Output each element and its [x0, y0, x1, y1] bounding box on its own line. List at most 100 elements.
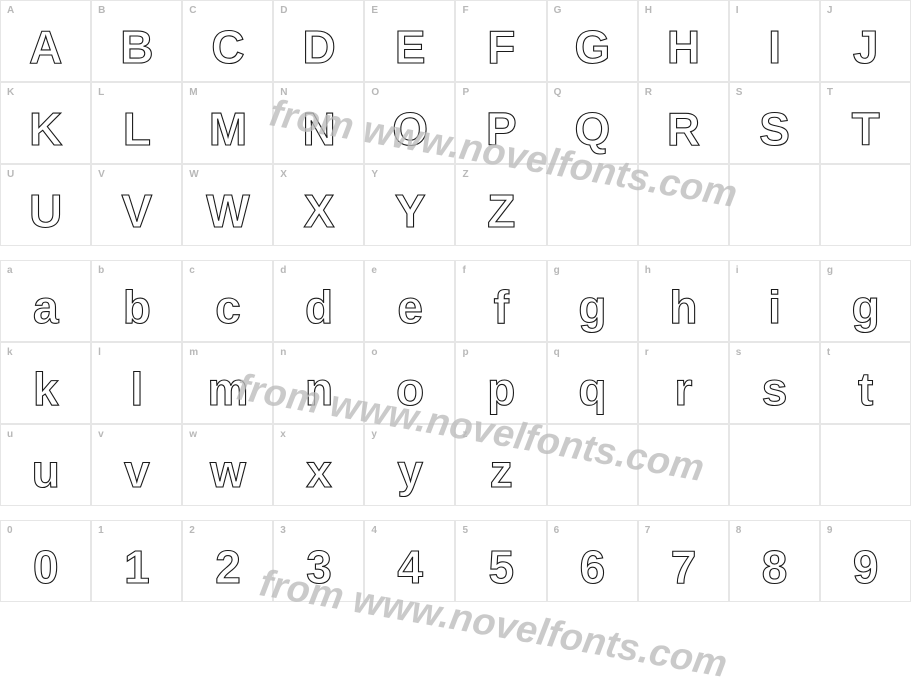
glyph-display: R [667, 106, 700, 152]
glyph-display: s [762, 366, 787, 412]
glyph-cell: CC [182, 0, 273, 82]
glyph-display: l [131, 366, 143, 412]
font-character-chart: AABBCCDDEEFFGGHHIIJJKKLLMMNNOOPPQQRRSSTT… [0, 0, 911, 602]
glyph-cell: ZZ [455, 164, 546, 246]
key-label: p [462, 347, 468, 358]
key-label: K [7, 87, 14, 98]
key-label: q [554, 347, 560, 358]
glyph-display: U [29, 188, 62, 234]
glyph-row: aabbccddeeffgghhiigg [0, 260, 911, 342]
glyph-cell: 11 [91, 520, 182, 602]
key-label: 4 [371, 525, 377, 536]
key-label: H [645, 5, 652, 16]
glyph-cell: EE [364, 0, 455, 82]
key-label: z [462, 429, 467, 440]
row-spacer [0, 246, 911, 260]
key-label: E [371, 5, 378, 16]
key-label: I [736, 5, 739, 16]
glyph-cell: zz [455, 424, 546, 506]
glyph-cell: SS [729, 82, 820, 164]
glyph-cell: uu [0, 424, 91, 506]
glyph-display: 0 [33, 544, 58, 590]
glyph-cell-empty [820, 424, 911, 506]
glyph-display: 7 [671, 544, 696, 590]
glyph-cell: cc [182, 260, 273, 342]
key-label: 3 [280, 525, 286, 536]
glyph-cell: oo [364, 342, 455, 424]
glyph-display: 5 [488, 544, 513, 590]
key-label: r [645, 347, 649, 358]
glyph-display: o [396, 366, 424, 412]
glyph-display: X [304, 188, 334, 234]
key-label: v [98, 429, 104, 440]
glyph-cell: 33 [273, 520, 364, 602]
glyph-display: Z [487, 188, 515, 234]
glyph-cell: bb [91, 260, 182, 342]
glyph-display: 8 [762, 544, 787, 590]
glyph-cell-empty [729, 164, 820, 246]
glyph-display: d [305, 284, 333, 330]
glyph-cell: XX [273, 164, 364, 246]
glyph-cell: gg [547, 260, 638, 342]
glyph-display: Q [575, 106, 610, 152]
glyph-display: M [209, 106, 247, 152]
key-label: g [827, 265, 833, 276]
key-label: 8 [736, 525, 742, 536]
glyph-display: a [33, 284, 58, 330]
key-label: O [371, 87, 379, 98]
glyph-cell-empty [638, 164, 729, 246]
glyph-row: UUVVWWXXYYZZ [0, 164, 911, 246]
glyph-cell: ii [729, 260, 820, 342]
glyph-row: AABBCCDDEEFFGGHHIIJJ [0, 0, 911, 82]
key-label: B [98, 5, 105, 16]
glyph-cell: ww [182, 424, 273, 506]
glyph-cell: rr [638, 342, 729, 424]
glyph-cell: ss [729, 342, 820, 424]
key-label: 9 [827, 525, 833, 536]
glyph-display: C [211, 24, 244, 70]
glyph-display: u [32, 448, 60, 494]
glyph-display: V [122, 188, 152, 234]
glyph-display: e [397, 284, 422, 330]
key-label: X [280, 169, 287, 180]
key-label: u [7, 429, 13, 440]
glyph-display: g [578, 284, 606, 330]
glyph-cell: dd [273, 260, 364, 342]
key-label: a [7, 265, 13, 276]
key-label: P [462, 87, 469, 98]
glyph-cell: TT [820, 82, 911, 164]
glyph-cell: nn [273, 342, 364, 424]
glyph-display: f [494, 284, 509, 330]
key-label: Z [462, 169, 468, 180]
glyph-display: z [490, 448, 513, 494]
glyph-display: O [392, 106, 427, 152]
key-label: T [827, 87, 833, 98]
glyph-cell-empty [820, 164, 911, 246]
glyph-display: c [215, 284, 240, 330]
glyph-cell: NN [273, 82, 364, 164]
key-label: s [736, 347, 742, 358]
key-label: R [645, 87, 652, 98]
key-label: t [827, 347, 830, 358]
glyph-display: 1 [124, 544, 149, 590]
glyph-cell: FF [455, 0, 546, 82]
glyph-display: h [669, 284, 697, 330]
key-label: c [189, 265, 195, 276]
key-label: 0 [7, 525, 13, 536]
glyph-display: D [302, 24, 335, 70]
glyph-display: v [124, 448, 149, 494]
glyph-display: E [395, 24, 425, 70]
glyph-display: n [305, 366, 333, 412]
key-label: 7 [645, 525, 651, 536]
glyph-display: W [206, 188, 249, 234]
glyph-display: G [575, 24, 610, 70]
glyph-display: P [486, 106, 516, 152]
glyph-display: H [667, 24, 700, 70]
glyph-display: J [853, 24, 878, 70]
glyph-display: 9 [853, 544, 878, 590]
glyph-display: K [29, 106, 62, 152]
glyph-cell: GG [547, 0, 638, 82]
glyph-cell: 44 [364, 520, 455, 602]
glyph-cell-empty [729, 424, 820, 506]
key-label: m [189, 347, 198, 358]
